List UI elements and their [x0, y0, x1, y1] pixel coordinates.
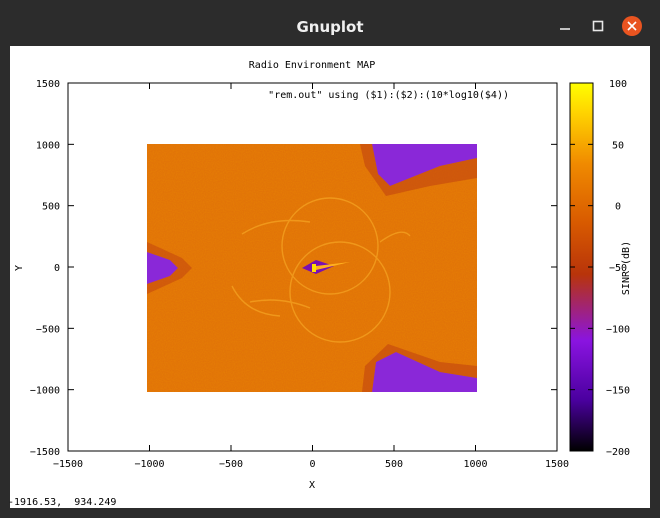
y-tick-label: 0 [54, 263, 60, 274]
colorbar-tick-label: −150 [606, 386, 630, 397]
heatmap-layer [147, 144, 477, 392]
colorbar-ticks [570, 82, 593, 452]
heatmap-chart[interactable]: −1500 −1000 −500 0 500 1000 1500 −1500−1000−50… [10, 46, 650, 508]
colorbar-tick-label: −100 [606, 324, 630, 335]
colorbar-tick-labels: 100 50 0 −50 −100 −150 −200 [606, 79, 630, 458]
x-tick-label: 1000 [463, 459, 487, 470]
title-bar[interactable]: Gnuplot [0, 0, 660, 46]
y-tick-label: 1000 [36, 140, 60, 151]
low-sinr-bottom-right-fade [362, 344, 477, 392]
y-tick-label: −1000 [30, 386, 60, 397]
x-tick-label: 0 [309, 459, 315, 470]
colorbar-tick-label: 0 [615, 202, 621, 213]
low-sinr-left [147, 252, 178, 284]
low-sinr-top-right [372, 144, 477, 186]
maximize-icon [592, 20, 604, 32]
plot-canvas[interactable]: −1500 −1000 −500 0 500 1000 1500 −1500 −1000 −50… [8, 46, 650, 508]
colorbar-tick-label: 50 [612, 140, 624, 151]
y-tick-label: −500 [36, 324, 60, 335]
interference-rings [231, 197, 411, 343]
minimize-icon [560, 28, 570, 30]
chart-title: Radio Environment MAP [249, 60, 375, 71]
x-axis-label: X [309, 480, 315, 491]
x-tick-label: −1000 [134, 459, 164, 470]
x-axis-tick-labels: −1500 −1000 −500 0 500 1000 1500 [53, 459, 569, 470]
y-axis-ticks [68, 82, 557, 452]
colorbar-tick-label: −50 [609, 263, 627, 274]
colorbar-tick-label: 100 [609, 79, 627, 90]
low-sinr-top-right-fade [360, 144, 477, 196]
mouse-coordinate-readout: -1916.53, 934.249 [8, 497, 117, 508]
x-tick-label: −1500 [53, 459, 83, 470]
colorbar-tick-label: −200 [606, 447, 630, 458]
y-tick-label: −1500 [30, 447, 60, 458]
y-axis-label: Y [14, 265, 25, 271]
close-button[interactable] [622, 16, 642, 36]
low-sinr-left-fade [147, 242, 192, 294]
maximize-button[interactable] [589, 17, 607, 35]
x-tick-label: 500 [385, 459, 403, 470]
window-title: Gnuplot [296, 18, 364, 36]
x-tick-label: −500 [219, 459, 243, 470]
y-tick-label: 1500 [36, 79, 60, 90]
y-axis-tick-labels: −1500 −1000 −500 0 500 1000 1500 [30, 79, 60, 458]
x-tick-label: 1500 [545, 459, 569, 470]
y-tick-label: 500 [42, 202, 60, 213]
colorbar-label: SINR (dB) [621, 241, 632, 295]
plot-command-legend: "rem.out" using ($1):($2):(10*log10($4)) [268, 90, 509, 101]
x-axis-ticks [67, 83, 558, 451]
close-icon [627, 21, 637, 31]
low-sinr-bottom-right [372, 352, 477, 392]
minimize-button[interactable] [556, 17, 574, 35]
transmitter-marker [302, 260, 350, 274]
